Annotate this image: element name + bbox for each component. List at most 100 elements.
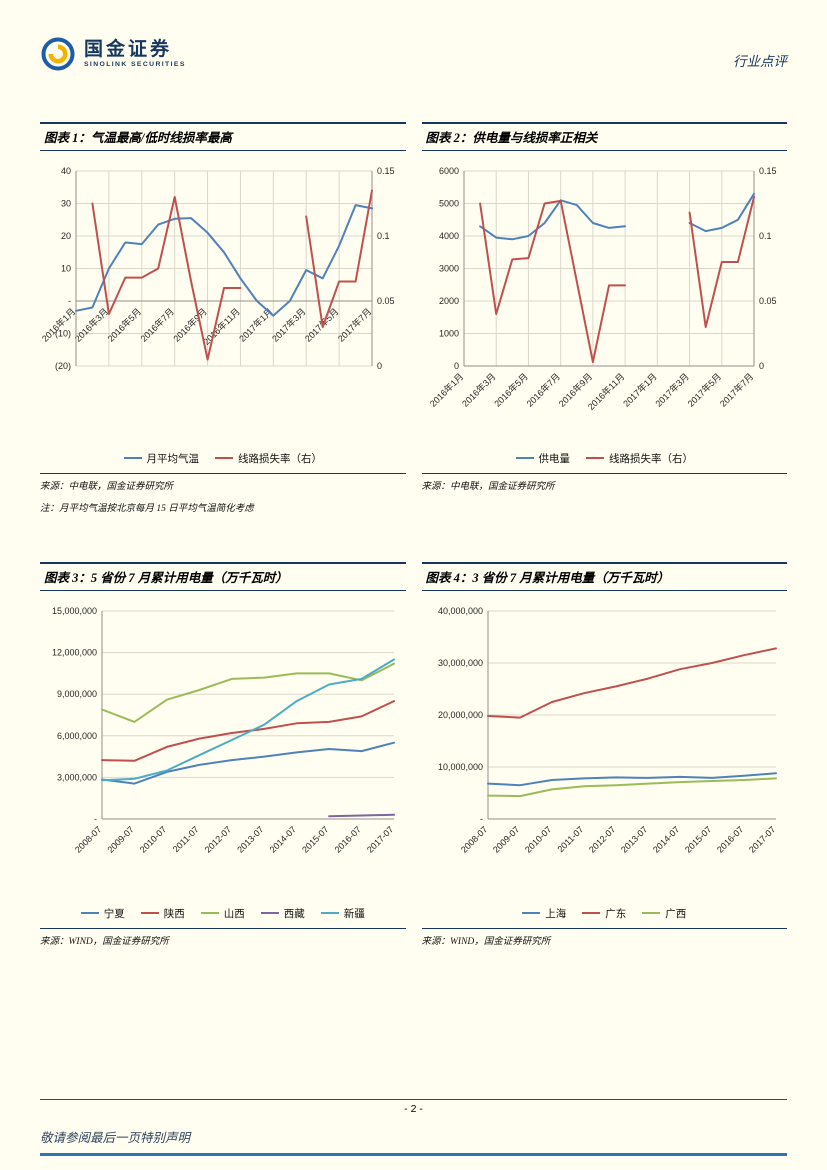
legend-swatch bbox=[200, 912, 219, 915]
left-axis-tick: 5000 bbox=[438, 199, 458, 209]
x-axis-tick: 2011-07 bbox=[171, 824, 201, 854]
chart-title: 图表 3：5 省份 7 月累计用电量（万千瓦时） bbox=[40, 562, 406, 591]
chart-figure-5-provinces: 15,000,000 12,000,000 9,000,000 6,000,000 3,… bbox=[40, 599, 406, 904]
x-axis-tick: 2013-07 bbox=[618, 824, 648, 854]
x-axis-tick: 2017年1月 bbox=[620, 371, 658, 409]
right-axis-tick: 0.05 bbox=[377, 296, 395, 306]
chart-panel-3: 图表 3：5 省份 7 月累计用电量（万千瓦时） 15,000,000 12,00… bbox=[40, 562, 406, 947]
series-line bbox=[478, 196, 755, 364]
x-axis-tick: 2016年1月 bbox=[427, 371, 465, 409]
legend-swatch bbox=[642, 912, 661, 915]
series-line bbox=[101, 662, 395, 723]
chart-legend: 宁夏 陕西 山西 西藏 新疆 bbox=[40, 906, 406, 921]
left-axis-tick: 40,000,000 bbox=[437, 606, 482, 616]
x-axis-tick: 2017年3月 bbox=[269, 306, 307, 344]
chart-svg: 15,000,000 12,000,000 9,000,000 6,000,000 3,… bbox=[52, 606, 395, 855]
x-axis-tick: 2012-07 bbox=[586, 824, 616, 854]
left-axis-tick: 10 bbox=[61, 264, 71, 274]
left-axis-tick: 1000 bbox=[438, 329, 458, 339]
legend-item: 广西 bbox=[642, 906, 686, 921]
chart-legend: 月平均气温 线路损失率（右） bbox=[40, 451, 406, 466]
legend-swatch bbox=[586, 457, 604, 460]
left-axis-tick: 0 bbox=[453, 361, 458, 371]
left-axis-tick: 2000 bbox=[438, 296, 458, 306]
charts-grid: 图表 1：气温最高/低时线损率最高 40 30 20 10- (10) (20) 0.15 0… bbox=[39, 122, 788, 947]
series-line bbox=[328, 813, 395, 818]
left-axis-tick: 3,000,000 bbox=[57, 772, 97, 782]
doc-type-label: 行业点评 bbox=[733, 54, 787, 69]
left-axis-tick: 15,000,000 bbox=[52, 606, 97, 616]
series-line bbox=[91, 189, 373, 361]
left-axis-tick: 10,000,000 bbox=[437, 762, 482, 772]
x-axis-tick: 2017年7月 bbox=[717, 371, 755, 409]
legend-item: 供电量 bbox=[515, 451, 570, 466]
chart-svg: 40302010-(10)(20)0.150.10.0502016年1月2016… bbox=[39, 166, 395, 371]
legend-item: 新疆 bbox=[320, 906, 365, 921]
x-axis-tick: 2017年7月 bbox=[335, 306, 373, 344]
chart-svg: 60005000400030002000100000.150.10.050201… bbox=[427, 166, 777, 412]
x-axis-tick: 2012-07 bbox=[203, 824, 233, 854]
x-axis-tick: 2009-07 bbox=[105, 824, 135, 854]
page-header: 国金证券 SINOLINK SECURITIES 行业点评 bbox=[40, 36, 787, 72]
right-axis-tick: 0 bbox=[377, 361, 382, 371]
left-axis-tick: 20,000,000 bbox=[437, 710, 482, 720]
chart-source: 来源：中电联，国金证券研究所 bbox=[421, 473, 787, 492]
x-axis-tick: 2017年3月 bbox=[652, 371, 690, 409]
chart-source: 来源：WIND，国金证券研究所 bbox=[421, 928, 787, 947]
left-axis-tick: (10) bbox=[55, 329, 71, 339]
series-line bbox=[101, 700, 395, 762]
left-axis-tick: - bbox=[94, 814, 97, 824]
right-axis-tick: 0.15 bbox=[377, 166, 395, 176]
left-axis-tick: 20 bbox=[61, 231, 71, 241]
left-axis-tick: 4000 bbox=[438, 231, 458, 241]
series-line bbox=[486, 772, 777, 787]
x-axis-tick: 2008-07 bbox=[458, 824, 488, 854]
x-axis-tick: 2015-07 bbox=[300, 824, 330, 854]
legend-item: 西藏 bbox=[260, 906, 305, 921]
legend-item: 线路损失率（右） bbox=[215, 451, 322, 466]
brand-subtitle: SINOLINK SECURITIES bbox=[84, 61, 186, 69]
legend-item: 山西 bbox=[200, 906, 245, 921]
x-axis-tick: 2011-07 bbox=[555, 824, 585, 854]
page-number: - 2 - bbox=[404, 1103, 423, 1115]
series-line bbox=[486, 777, 777, 798]
chart-title: 图表 4：3 省份 7 月累计用电量（万千瓦时） bbox=[421, 562, 787, 591]
chart-panel-4: 图表 4：3 省份 7 月累计用电量（万千瓦时） 40,000,000 30,00… bbox=[421, 562, 788, 947]
x-axis-tick: 2015-07 bbox=[682, 824, 712, 854]
left-axis-tick: 12,000,000 bbox=[52, 648, 97, 658]
bottom-blue-rule bbox=[40, 1153, 787, 1156]
x-axis-tick: 2017-07 bbox=[365, 824, 395, 854]
left-axis-tick: - bbox=[68, 296, 71, 306]
right-axis-tick: 0.1 bbox=[377, 231, 390, 241]
left-axis-tick: (20) bbox=[55, 361, 71, 371]
right-axis-tick: 0.15 bbox=[759, 166, 777, 176]
disclaimer-text: 敬请参阅最后一页特别声明 bbox=[40, 1131, 191, 1145]
x-axis-tick: 2014-07 bbox=[650, 824, 680, 854]
x-axis-tick: 2017-07 bbox=[746, 824, 776, 854]
x-axis-tick: 2013-07 bbox=[235, 824, 265, 854]
legend-swatch bbox=[140, 912, 159, 915]
x-axis-tick: 2010-07 bbox=[138, 824, 168, 854]
chart-figure-supply-loss: 6000 5000 4000 3000 2000 1000 0 0.15 0.1 0.05 0 201… bbox=[422, 159, 788, 449]
left-axis-tick: 6000 bbox=[438, 166, 458, 176]
left-axis-tick: - bbox=[480, 814, 483, 824]
chart-source: 来源：中电联，国金证券研究所 bbox=[40, 473, 406, 492]
legend-item: 上海 bbox=[522, 906, 566, 921]
legend-item: 广东 bbox=[582, 906, 626, 921]
chart-figure-temperature-loss: 40 30 20 10- (10) (20) 0.15 0.1 0.05 0 2016年1月 2016… bbox=[39, 159, 406, 449]
chart-figure-3-provinces: 40,000,000 30,000,000 20,000,000 10,000,000… bbox=[422, 599, 788, 904]
legend-swatch bbox=[582, 912, 601, 915]
chart-source: 来源：WIND，国金证券研究所 bbox=[40, 928, 406, 947]
series-line bbox=[101, 741, 395, 785]
series-line bbox=[478, 192, 755, 241]
left-axis-tick: 3000 bbox=[438, 264, 458, 274]
legend-item: 宁夏 bbox=[80, 906, 125, 921]
chart-svg: 40,000,000 30,000,000 20,000,000 10,000,000… bbox=[437, 606, 777, 855]
chart-panel-1: 图表 1：气温最高/低时线损率最高 40 30 20 10 - (10) (20) 0.15 0… bbox=[39, 122, 406, 514]
legend-swatch bbox=[80, 912, 99, 915]
chart-legend: 上海 广东 广西 bbox=[422, 906, 788, 921]
legend-item: 陕西 bbox=[140, 906, 185, 921]
x-axis-tick: 2016-07 bbox=[333, 824, 363, 854]
x-axis-tick: 2016-07 bbox=[714, 824, 744, 854]
x-axis-tick: 2014-07 bbox=[268, 824, 298, 854]
